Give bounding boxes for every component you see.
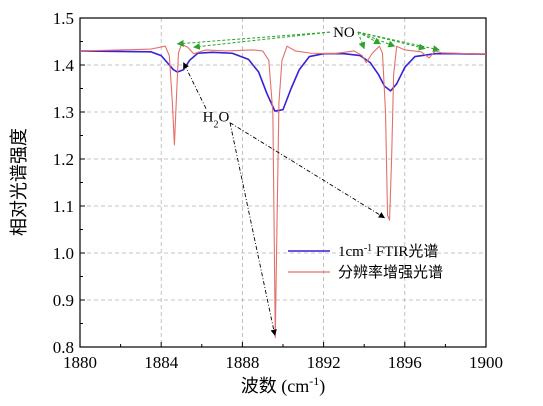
annotation-h2o-arrow [229,122,277,336]
series-layer [80,43,486,339]
y-tick-label: 1.5 [53,9,74,28]
axis-ticks: 1880 1884 1888 1892 1896 1900 0.8 0.9 1.0 1.1 1.2 1… [53,9,503,372]
series-line-enhanced [80,43,486,339]
y-tick-label: 0.9 [53,291,74,310]
annotation-no-arrow [192,31,330,50]
annotation-h2o-label: H2O [203,110,230,131]
x-tick-label: 1880 [63,353,97,372]
y-tick-label: 1.1 [53,197,74,216]
x-tick-label: 1896 [388,353,422,372]
x-tick-label: 1888 [225,353,259,372]
annotation-no-arrow [176,31,330,47]
x-tick-label: 1884 [144,353,179,372]
x-tick-label: 1900 [469,353,503,372]
series-line-ftir [80,50,486,112]
annotation-no-arrow [357,31,366,50]
grid-lines [80,18,486,347]
x-tick-label: 1892 [307,353,341,372]
y-tick-label: 1.0 [53,244,74,263]
annotation-h2o-arrow [183,62,207,109]
x-axis-title: 波数 (cm-1) [241,374,325,397]
y-tick-label: 1.4 [53,56,75,75]
annotation-layer: NO H2O [176,25,440,336]
annotation-h2o-arrow [229,122,386,219]
y-axis-title: 相对光谱强度 [9,128,29,236]
legend-label-ftir: 1cm-1 FTIR光谱 [338,243,438,261]
legend: 1cm-1 FTIR光谱 分辨率增强光谱 [288,243,443,281]
plot-frame [79,17,487,348]
annotation-no-arrow [357,31,440,53]
annotation-no-arrow [357,31,396,48]
legend-label-enhanced: 分辨率增强光谱 [338,264,443,281]
y-tick-label: 1.2 [53,150,74,169]
annotation-no-arrow [357,31,382,45]
y-tick-label: 1.3 [53,103,74,122]
y-tick-label: 0.8 [53,338,74,357]
annotation-no-label: NO [333,25,355,41]
